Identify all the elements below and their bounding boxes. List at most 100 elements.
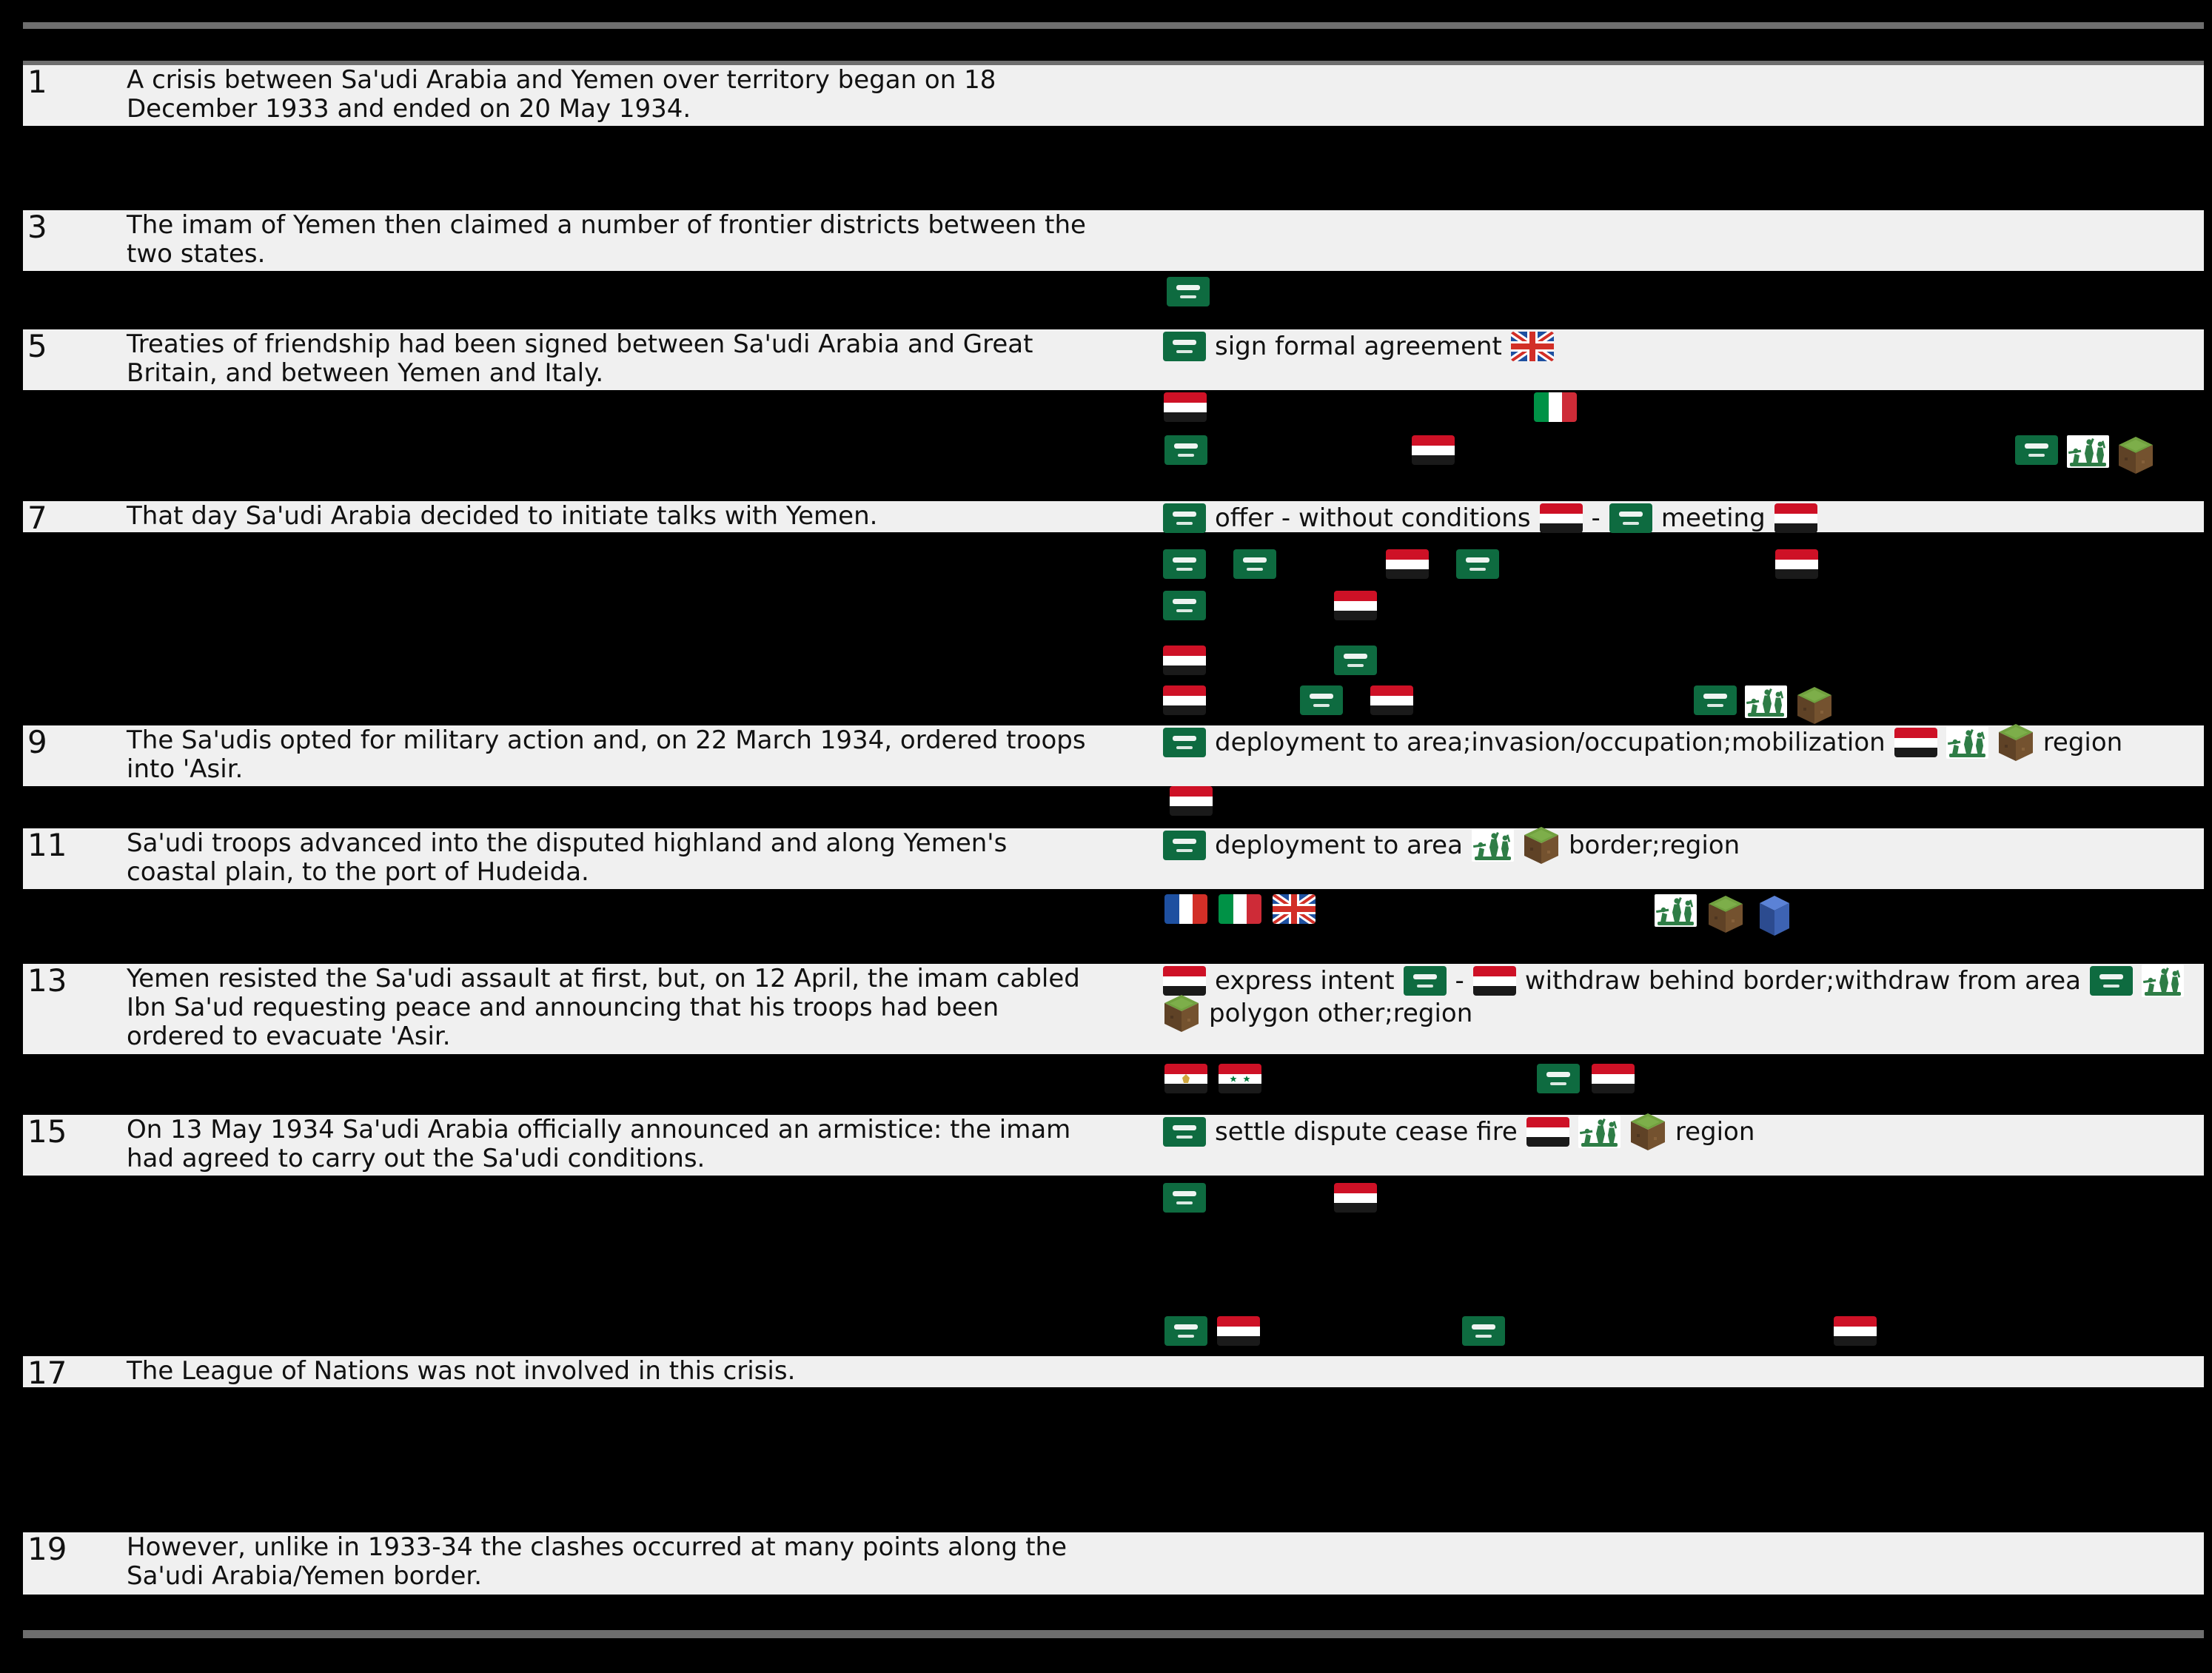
- sentence-row[interactable]: 17 The League of Nations was not involved…: [23, 1356, 2204, 1389]
- soldiers-icon[interactable]: [1578, 1116, 1621, 1148]
- flag-yemen-icon[interactable]: [1163, 685, 1206, 715]
- floating-chip[interactable]: [1163, 591, 1206, 620]
- flag-yemen-icon[interactable]: [1334, 1183, 1377, 1213]
- floating-chip[interactable]: [1219, 1064, 1261, 1093]
- terrain-block-icon[interactable]: [1163, 993, 1200, 1033]
- floating-chip[interactable]: [1164, 1316, 1207, 1346]
- flag-saudi-arabia-icon[interactable]: [1300, 685, 1343, 715]
- terrain-block-icon[interactable]: [1629, 1112, 1666, 1152]
- flag-yemen-icon[interactable]: [1334, 591, 1377, 620]
- sentence-row[interactable]: 9 The Sa'udis opted for military action a…: [23, 722, 2204, 786]
- sentence-row[interactable]: 13 Yemen resisted the Sa'udi assault at f…: [23, 964, 2204, 1054]
- flag-saudi-arabia-icon[interactable]: [1163, 332, 1206, 361]
- flag-france-icon[interactable]: [1164, 894, 1207, 924]
- flag-saudi-arabia-icon[interactable]: [1163, 1117, 1206, 1147]
- soldiers-icon[interactable]: [1945, 726, 1988, 759]
- flag-saudi-arabia-icon[interactable]: [1233, 549, 1276, 579]
- blue-block-icon[interactable]: [1757, 894, 1792, 937]
- terrain-block-icon[interactable]: [1997, 722, 2034, 762]
- sentence-row[interactable]: 5 Treaties of friendship had been signed …: [23, 329, 2204, 390]
- soldiers-icon[interactable]: [2067, 435, 2109, 468]
- floating-chip[interactable]: [1694, 685, 1737, 715]
- flag-saudi-arabia-icon[interactable]: [1694, 685, 1737, 715]
- flag-yemen-icon[interactable]: [1526, 1117, 1569, 1147]
- terrain-block-icon[interactable]: [1707, 894, 1744, 934]
- floating-chip[interactable]: [1334, 1183, 1377, 1213]
- flag-yemen-icon[interactable]: [1472, 966, 1516, 996]
- floating-chip[interactable]: [1164, 894, 1207, 924]
- floating-chip[interactable]: [1163, 646, 1206, 675]
- floating-chip[interactable]: [1233, 549, 1276, 579]
- flag-saudi-arabia-icon[interactable]: [1456, 549, 1499, 579]
- soldiers-icon[interactable]: [1471, 829, 1514, 862]
- floating-chip[interactable]: [1412, 435, 1455, 465]
- flag-yemen-icon[interactable]: [1164, 392, 1207, 422]
- floating-chip[interactable]: [1300, 685, 1343, 715]
- floating-chip[interactable]: [1167, 277, 1210, 306]
- terrain-block-icon[interactable]: [1796, 685, 1833, 725]
- floating-chip[interactable]: [1834, 1316, 1877, 1346]
- sentence-row[interactable]: 7 That day Sa'udi Arabia decided to initi…: [23, 501, 2204, 534]
- flag-yemen-icon[interactable]: [1386, 549, 1429, 579]
- floating-chip[interactable]: [1170, 786, 1213, 816]
- flag-yemen-icon[interactable]: [1217, 1316, 1260, 1346]
- flag-yemen-icon[interactable]: [1163, 646, 1206, 675]
- flag-saudi-arabia-icon[interactable]: [1163, 831, 1206, 860]
- floating-chip[interactable]: [1456, 549, 1499, 579]
- floating-chip[interactable]: [1534, 392, 1577, 422]
- floating-chip[interactable]: [2015, 435, 2058, 465]
- floating-chip[interactable]: [1273, 894, 1316, 924]
- flag-yemen-icon[interactable]: [1170, 786, 1213, 816]
- flag-syria-icon[interactable]: [1219, 1064, 1261, 1093]
- sentence-row[interactable]: 3 The imam of Yemen then claimed a number…: [23, 210, 2204, 271]
- flag-yemen-icon[interactable]: [1775, 549, 1818, 579]
- floating-chip[interactable]: [1462, 1316, 1505, 1346]
- flag-saudi-arabia-icon[interactable]: [1163, 549, 1206, 579]
- flag-saudi-arabia-icon[interactable]: [2015, 435, 2058, 465]
- floating-chip[interactable]: [1655, 894, 1697, 927]
- flag-saudi-arabia-icon[interactable]: [1164, 1316, 1207, 1346]
- sentence-row[interactable]: 19 However, unlike in 1933-34 the clashes…: [23, 1532, 2204, 1595]
- flag-saudi-arabia-icon[interactable]: [2090, 966, 2133, 996]
- terrain-block-icon[interactable]: [2117, 435, 2154, 475]
- sentence-row[interactable]: 1 A crisis between Sa'udi Arabia and Yeme…: [23, 65, 2204, 126]
- floating-chip[interactable]: [2067, 435, 2109, 468]
- flag-italy-icon[interactable]: [1534, 392, 1577, 422]
- floating-chip[interactable]: [1334, 646, 1377, 675]
- flag-yemen-icon[interactable]: [1894, 728, 1937, 757]
- floating-chip[interactable]: [1537, 1064, 1580, 1093]
- flag-yemen-icon[interactable]: [1539, 503, 1583, 533]
- soldiers-icon[interactable]: [1655, 894, 1697, 927]
- soldiers-icon[interactable]: [2142, 965, 2184, 997]
- floating-chip[interactable]: [2117, 435, 2154, 475]
- floating-chip[interactable]: [1334, 591, 1377, 620]
- floating-chip[interactable]: [1164, 1064, 1207, 1093]
- flag-saudi-arabia-icon[interactable]: [1163, 728, 1206, 757]
- flag-saudi-arabia-icon[interactable]: [1609, 503, 1652, 533]
- flag-yemen-icon[interactable]: [1774, 503, 1817, 533]
- floating-chip[interactable]: [1163, 685, 1206, 715]
- floating-chip[interactable]: [1745, 685, 1787, 718]
- floating-chip[interactable]: [1707, 894, 1744, 934]
- floating-chip[interactable]: [1164, 435, 1207, 465]
- flag-saudi-arabia-icon[interactable]: [1403, 966, 1447, 996]
- floating-chip[interactable]: [1796, 685, 1833, 725]
- floating-chip[interactable]: [1370, 685, 1413, 715]
- flag-egypt-icon[interactable]: [1164, 1064, 1207, 1093]
- sentence-row[interactable]: 11 Sa'udi troops advanced into the disput…: [23, 827, 2204, 889]
- floating-chip[interactable]: [1164, 392, 1207, 422]
- floating-chip[interactable]: [1163, 1183, 1206, 1213]
- flag-yemen-icon[interactable]: [1370, 685, 1413, 715]
- flag-yemen-icon[interactable]: [1592, 1064, 1635, 1093]
- flag-yemen-icon[interactable]: [1834, 1316, 1877, 1346]
- soldiers-icon[interactable]: [1745, 685, 1787, 718]
- floating-chip[interactable]: [1386, 549, 1429, 579]
- flag-saudi-arabia-icon[interactable]: [1164, 435, 1207, 465]
- flag-uk-icon[interactable]: [1273, 894, 1316, 924]
- flag-yemen-icon[interactable]: [1163, 966, 1206, 996]
- flag-italy-icon[interactable]: [1219, 894, 1261, 924]
- flag-saudi-arabia-icon[interactable]: [1163, 591, 1206, 620]
- sentence-row[interactable]: 15 On 13 May 1934 Sa'udi Arabia officiall…: [23, 1112, 2204, 1176]
- floating-chip[interactable]: [1163, 549, 1206, 579]
- floating-chip[interactable]: [1219, 894, 1261, 924]
